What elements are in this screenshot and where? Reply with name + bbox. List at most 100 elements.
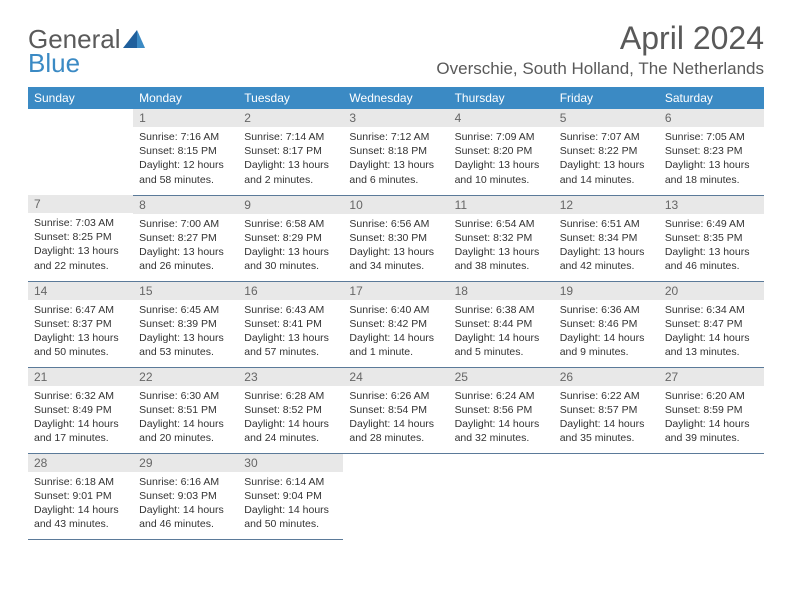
daylight-text: Daylight: 13 hours and 42 minutes. (560, 245, 653, 273)
day-header: Saturday (659, 87, 764, 109)
sunset-text: Sunset: 8:39 PM (139, 317, 232, 331)
calendar-cell: 17Sunrise: 6:40 AMSunset: 8:42 PMDayligh… (343, 281, 448, 367)
calendar-cell: 8 Sunrise: 7:00 AMSunset: 8:27 PMDaylight… (133, 195, 238, 281)
day-number: 15 (133, 282, 238, 300)
sunset-text: Sunset: 8:22 PM (560, 144, 653, 158)
daylight-text: Daylight: 13 hours and 53 minutes. (139, 331, 232, 359)
day-number: 19 (554, 282, 659, 300)
day-body: Sunrise: 6:24 AMSunset: 8:56 PMDaylight:… (449, 386, 554, 450)
sunrise-text: Sunrise: 6:18 AM (34, 475, 127, 489)
sunset-text: Sunset: 8:51 PM (139, 403, 232, 417)
sunrise-text: Sunrise: 6:28 AM (244, 389, 337, 403)
daylight-text: Daylight: 14 hours and 46 minutes. (139, 503, 232, 531)
day-body: Sunrise: 6:18 AMSunset: 9:01 PMDaylight:… (28, 472, 133, 536)
day-body: Sunrise: 6:58 AMSunset: 8:29 PMDaylight:… (238, 214, 343, 278)
day-body: Sunrise: 7:16 AMSunset: 8:15 PMDaylight:… (133, 127, 238, 191)
daylight-text: Daylight: 13 hours and 34 minutes. (349, 245, 442, 273)
sunrise-text: Sunrise: 6:45 AM (139, 303, 232, 317)
day-body: Sunrise: 6:32 AMSunset: 8:49 PMDaylight:… (28, 386, 133, 450)
calendar-cell: 4Sunrise: 7:09 AMSunset: 8:20 PMDaylight… (449, 109, 554, 195)
sunset-text: Sunset: 8:20 PM (455, 144, 548, 158)
day-body: Sunrise: 7:09 AMSunset: 8:20 PMDaylight:… (449, 127, 554, 191)
sunset-text: Sunset: 8:47 PM (665, 317, 758, 331)
calendar-cell: 27Sunrise: 6:20 AMSunset: 8:59 PMDayligh… (659, 367, 764, 453)
calendar-body: 1Sunrise: 7:16 AMSunset: 8:15 PMDaylight… (28, 109, 764, 539)
sunrise-text: Sunrise: 6:43 AM (244, 303, 337, 317)
day-body: Sunrise: 6:49 AMSunset: 8:35 PMDaylight:… (659, 214, 764, 278)
calendar-cell: 11Sunrise: 6:54 AMSunset: 8:32 PMDayligh… (449, 195, 554, 281)
day-number: 4 (449, 109, 554, 127)
day-number: 7 (28, 195, 133, 213)
sunset-text: Sunset: 8:27 PM (139, 231, 232, 245)
title-block: April 2024 Overschie, South Holland, The… (436, 20, 764, 79)
daylight-text: Daylight: 14 hours and 9 minutes. (560, 331, 653, 359)
day-body: Sunrise: 6:54 AMSunset: 8:32 PMDaylight:… (449, 214, 554, 278)
sunset-text: Sunset: 8:49 PM (34, 403, 127, 417)
sunrise-text: Sunrise: 7:03 AM (34, 216, 127, 230)
day-number: 18 (449, 282, 554, 300)
sunset-text: Sunset: 8:57 PM (560, 403, 653, 417)
daylight-text: Daylight: 13 hours and 26 minutes. (139, 245, 232, 273)
daylight-text: Daylight: 14 hours and 17 minutes. (34, 417, 127, 445)
day-body: Sunrise: 6:38 AMSunset: 8:44 PMDaylight:… (449, 300, 554, 364)
sunset-text: Sunset: 8:59 PM (665, 403, 758, 417)
daylight-text: Daylight: 13 hours and 30 minutes. (244, 245, 337, 273)
sunrise-text: Sunrise: 7:12 AM (349, 130, 442, 144)
sunrise-text: Sunrise: 6:24 AM (455, 389, 548, 403)
calendar: SundayMondayTuesdayWednesdayThursdayFrid… (28, 87, 764, 540)
daylight-text: Daylight: 14 hours and 28 minutes. (349, 417, 442, 445)
sunset-text: Sunset: 8:34 PM (560, 231, 653, 245)
sunrise-text: Sunrise: 7:09 AM (455, 130, 548, 144)
day-body: Sunrise: 7:05 AMSunset: 8:23 PMDaylight:… (659, 127, 764, 191)
day-body: Sunrise: 6:22 AMSunset: 8:57 PMDaylight:… (554, 386, 659, 450)
sunrise-text: Sunrise: 7:14 AM (244, 130, 337, 144)
sunset-text: Sunset: 8:41 PM (244, 317, 337, 331)
day-number: 20 (659, 282, 764, 300)
day-body: Sunrise: 6:36 AMSunset: 8:46 PMDaylight:… (554, 300, 659, 364)
triangle-icon (123, 24, 145, 55)
sunset-text: Sunset: 8:46 PM (560, 317, 653, 331)
sunset-text: Sunset: 8:25 PM (34, 230, 127, 244)
sunrise-text: Sunrise: 6:54 AM (455, 217, 548, 231)
calendar-cell: 1Sunrise: 7:16 AMSunset: 8:15 PMDaylight… (133, 109, 238, 195)
day-header: Sunday (28, 87, 133, 109)
sunset-text: Sunset: 9:03 PM (139, 489, 232, 503)
day-number: 16 (238, 282, 343, 300)
calendar-header-row: SundayMondayTuesdayWednesdayThursdayFrid… (28, 87, 764, 109)
day-number: 8 (133, 196, 238, 214)
sunrise-text: Sunrise: 6:32 AM (34, 389, 127, 403)
calendar-cell: 28Sunrise: 6:18 AMSunset: 9:01 PMDayligh… (28, 453, 133, 539)
day-number: 25 (449, 368, 554, 386)
sunset-text: Sunset: 8:29 PM (244, 231, 337, 245)
daylight-text: Daylight: 13 hours and 57 minutes. (244, 331, 337, 359)
day-number: 9 (238, 196, 343, 214)
sunset-text: Sunset: 8:35 PM (665, 231, 758, 245)
daylight-text: Daylight: 14 hours and 35 minutes. (560, 417, 653, 445)
day-number: 2 (238, 109, 343, 127)
day-body: Sunrise: 6:26 AMSunset: 8:54 PMDaylight:… (343, 386, 448, 450)
calendar-cell: 23Sunrise: 6:28 AMSunset: 8:52 PMDayligh… (238, 367, 343, 453)
day-number: 14 (28, 282, 133, 300)
day-body: Sunrise: 6:20 AMSunset: 8:59 PMDaylight:… (659, 386, 764, 450)
day-body: Sunrise: 6:30 AMSunset: 8:51 PMDaylight:… (133, 386, 238, 450)
daylight-text: Daylight: 14 hours and 20 minutes. (139, 417, 232, 445)
calendar-cell: 24Sunrise: 6:26 AMSunset: 8:54 PMDayligh… (343, 367, 448, 453)
day-number: 12 (554, 196, 659, 214)
calendar-cell: 30Sunrise: 6:14 AMSunset: 9:04 PMDayligh… (238, 453, 343, 539)
daylight-text: Daylight: 13 hours and 14 minutes. (560, 158, 653, 186)
sunrise-text: Sunrise: 6:47 AM (34, 303, 127, 317)
day-number: 3 (343, 109, 448, 127)
calendar-cell: 10Sunrise: 6:56 AMSunset: 8:30 PMDayligh… (343, 195, 448, 281)
calendar-cell: 12Sunrise: 6:51 AMSunset: 8:34 PMDayligh… (554, 195, 659, 281)
sunrise-text: Sunrise: 7:00 AM (139, 217, 232, 231)
sunrise-text: Sunrise: 6:56 AM (349, 217, 442, 231)
day-body: Sunrise: 7:07 AMSunset: 8:22 PMDaylight:… (554, 127, 659, 191)
calendar-week-row: 7Sunrise: 7:03 AMSunset: 8:25 PMDaylight… (28, 195, 764, 281)
calendar-week-row: 14Sunrise: 6:47 AMSunset: 8:37 PMDayligh… (28, 281, 764, 367)
daylight-text: Daylight: 14 hours and 50 minutes. (244, 503, 337, 531)
daylight-text: Daylight: 13 hours and 22 minutes. (34, 244, 127, 272)
day-number: 28 (28, 454, 133, 472)
daylight-text: Daylight: 14 hours and 13 minutes. (665, 331, 758, 359)
day-body: Sunrise: 6:51 AMSunset: 8:34 PMDaylight:… (554, 214, 659, 278)
daylight-text: Daylight: 12 hours and 58 minutes. (139, 158, 232, 186)
